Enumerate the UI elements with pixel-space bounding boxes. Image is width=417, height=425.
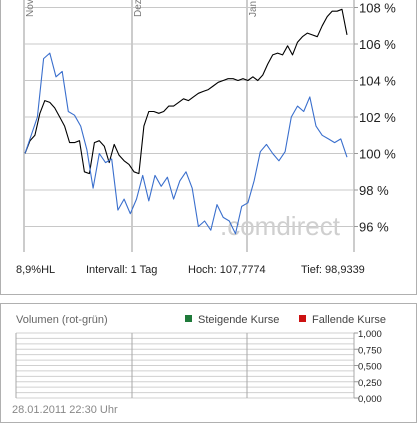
volume-chart: 1,000 0,750 0,500 0,250 0,000 — [15, 329, 382, 405]
ytick-label: 96 % — [359, 220, 389, 235]
vol-ytick-label: 0,250 — [358, 378, 382, 389]
vol-ytick-label: 0,000 — [358, 394, 382, 405]
volume-title: Volumen (rot-grün) — [16, 314, 108, 326]
price-chart: .comdirect 96 % 98 % 100 % 102 % 104 % 106 % 1… — [23, 0, 396, 252]
xtick-label: Nov — [25, 0, 36, 17]
price-chart-panel — [0, 0, 417, 295]
legend-falling: Fallende Kurse — [299, 314, 386, 326]
vol-ytick-label: 1,000 — [358, 329, 382, 340]
vol-ytick-label: 0,500 — [358, 362, 382, 373]
legend-falling-label: Fallende Kurse — [312, 314, 386, 326]
vol-ytick-label: 0,750 — [358, 345, 382, 356]
ytick-label: 100 % — [359, 147, 396, 162]
rising-swatch-icon — [185, 315, 192, 322]
legend-rising: Steigende Kurse — [185, 314, 279, 326]
stat-interval: Intervall: 1 Tag — [86, 264, 158, 276]
price-series-black — [24, 8, 348, 175]
stat-low: Tief: 98,9339 — [301, 264, 365, 276]
legend-rising-label: Steigende Kurse — [198, 314, 280, 326]
ytick-label: 106 % — [359, 37, 396, 52]
falling-swatch-icon — [299, 315, 306, 322]
timestamp: 28.01.2011 22:30 Uhr — [12, 404, 118, 416]
volume-chart-panel — [0, 303, 417, 423]
stat-hl: 8,9%HL — [16, 264, 56, 276]
ytick-label: 98 % — [359, 183, 389, 198]
xtick-label: Jan — [248, 1, 259, 17]
ytick-label: 104 % — [359, 74, 396, 89]
watermark: .comdirect — [220, 211, 341, 241]
stat-high: Hoch: 107,7774 — [188, 264, 266, 276]
ytick-label: 108 % — [359, 1, 396, 16]
price-series-blue — [24, 52, 348, 235]
xtick-label: Dez — [133, 0, 144, 17]
ytick-label: 102 % — [359, 110, 396, 125]
